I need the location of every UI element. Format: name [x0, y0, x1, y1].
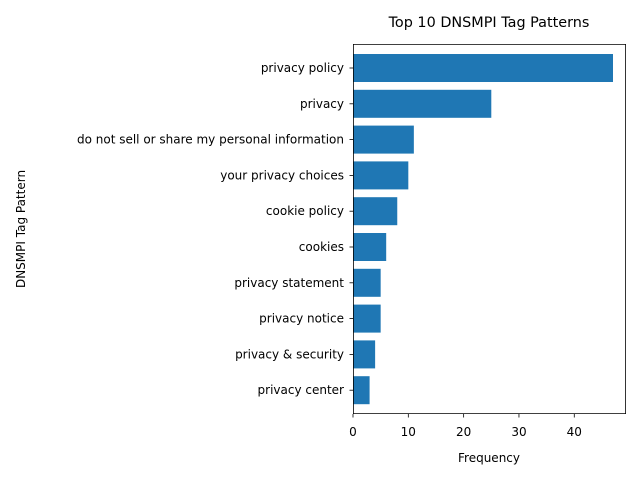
axes-frame: [353, 44, 626, 414]
bar-privacy-security: [353, 340, 376, 369]
y-tick-label: privacy: [300, 97, 344, 111]
bars-group: [353, 54, 613, 405]
x-tick-label: 0: [349, 425, 357, 439]
y-tick-label: privacy & security: [235, 347, 344, 361]
x-tick-label: 20: [456, 425, 471, 439]
y-tick-label: cookie policy: [266, 204, 344, 218]
bar-privacy-notice: [353, 304, 381, 333]
bar-do-not-sell-or-share-my-personal-information: [353, 125, 414, 154]
y-tick-label: cookies: [299, 240, 344, 254]
x-tick-label: 40: [567, 425, 582, 439]
y-tick-label: do not sell or share my personal informa…: [77, 133, 344, 147]
y-axis-label: DNSMPI Tag Pattern: [14, 170, 28, 288]
x-axis-label: Frequency: [458, 451, 520, 465]
bar-cookie-policy: [353, 197, 398, 226]
chart-title: Top 10 DNSMPI Tag Patterns: [388, 15, 590, 31]
y-tick-label: privacy policy: [261, 61, 344, 75]
y-axis-ticks: privacy policy privacy do not sell or shar…: [77, 61, 353, 397]
x-axis-ticks: 0 10 20 30 40: [349, 414, 582, 439]
x-tick-label: 30: [511, 425, 526, 439]
bar-your-privacy-choices: [353, 161, 409, 190]
y-tick-label: privacy statement: [234, 276, 344, 290]
bar-privacy: [353, 89, 492, 118]
y-tick-label: your privacy choices: [220, 168, 344, 182]
x-tick-label: 10: [401, 425, 416, 439]
bar-privacy-center: [353, 376, 370, 405]
y-tick-label: privacy notice: [259, 312, 344, 326]
bar-cookies: [353, 233, 387, 261]
bar-privacy-statement: [353, 268, 381, 297]
y-tick-label: privacy center: [258, 383, 345, 397]
bar-privacy-policy: [353, 54, 613, 82]
